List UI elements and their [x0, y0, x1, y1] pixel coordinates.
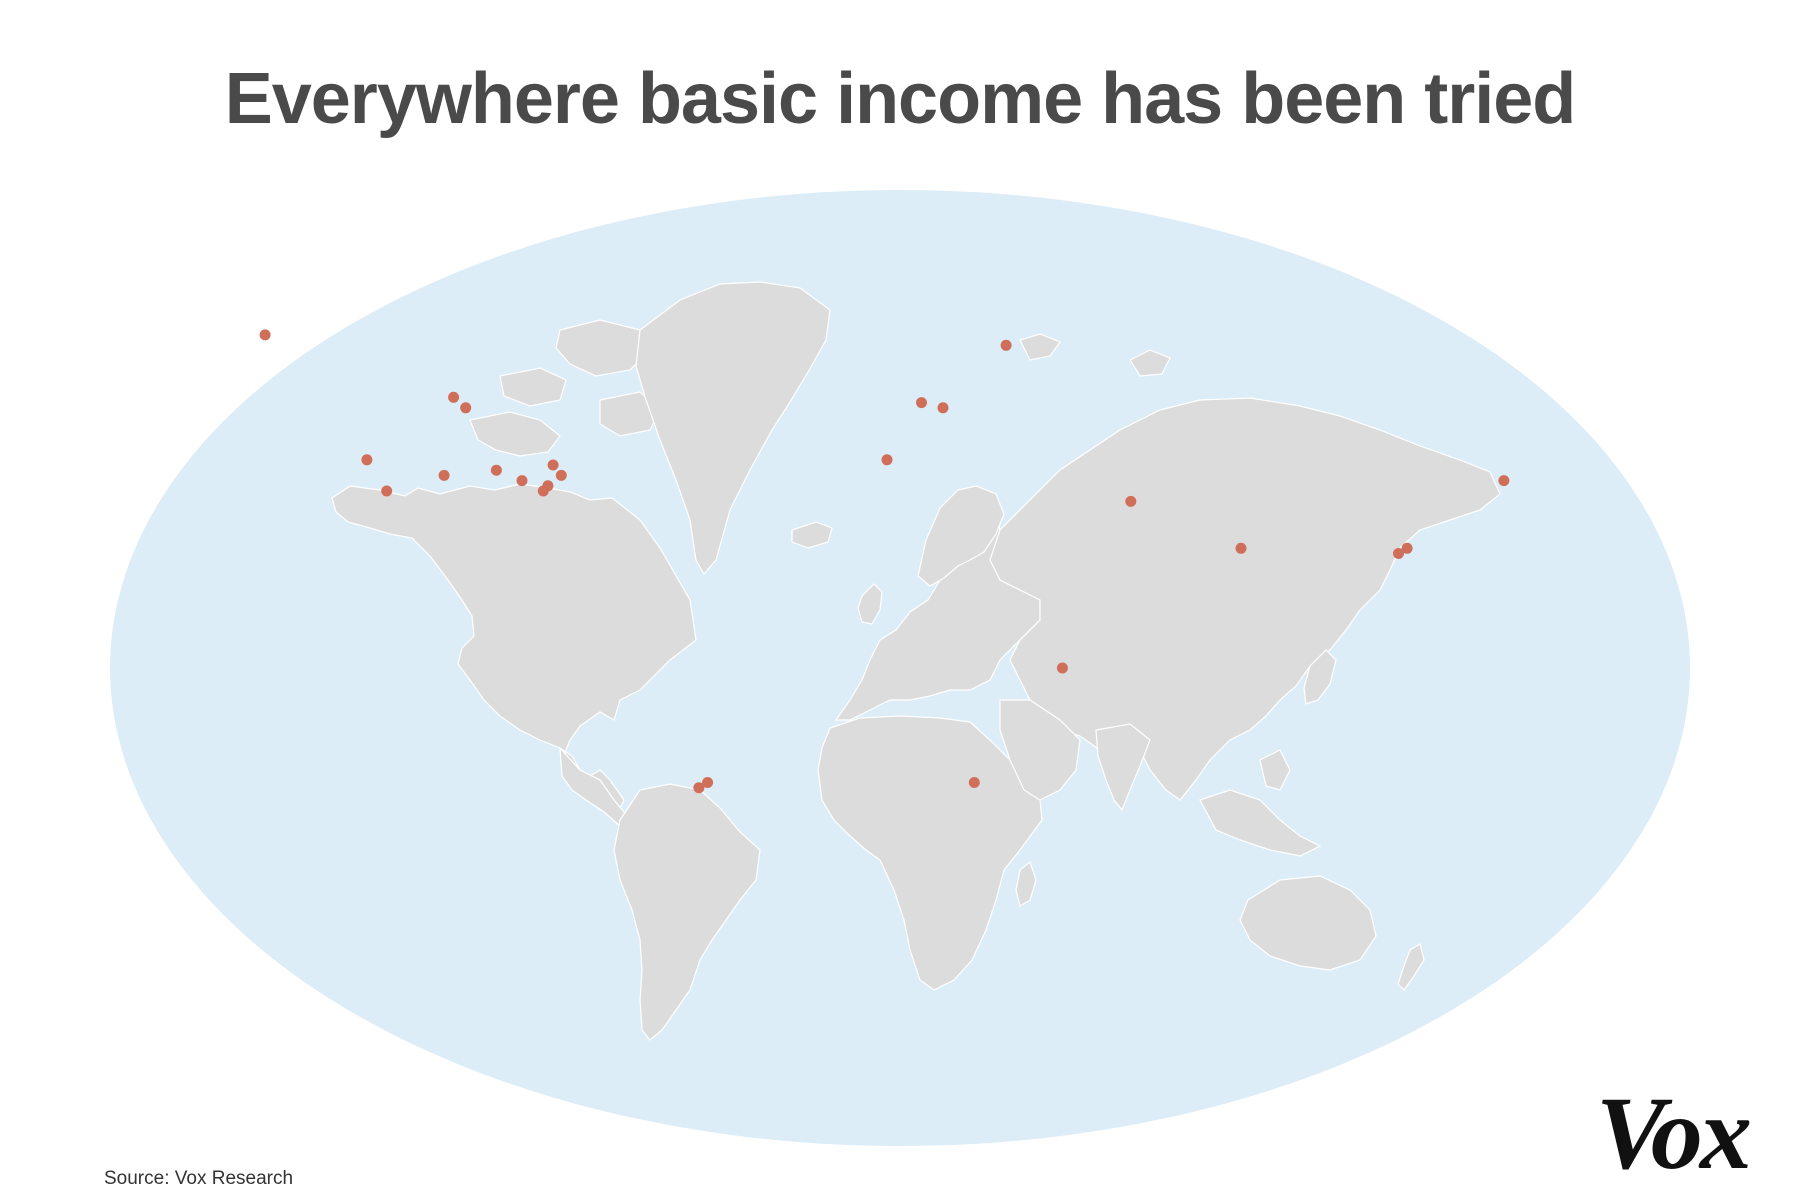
location-marker [1235, 542, 1247, 554]
location-marker [555, 469, 567, 481]
land-scandinavia [917, 485, 1005, 587]
location-marker [937, 402, 949, 414]
land-arctic-russia-islands [1019, 333, 1171, 377]
land-madagascar [1015, 860, 1037, 907]
land-africa [817, 715, 1043, 991]
land-uk [857, 583, 883, 625]
source-note: Source: Vox Research [104, 1168, 294, 1189]
location-marker [881, 454, 893, 466]
location-marker [1125, 495, 1137, 507]
location-marker [693, 782, 705, 794]
marker-layer [259, 329, 1510, 794]
land-arctic-islands [469, 319, 661, 457]
land-australia [1239, 875, 1377, 971]
location-marker [916, 397, 927, 409]
land-masses [331, 281, 1501, 1041]
location-marker [547, 459, 559, 471]
land-new-zealand [1397, 943, 1425, 991]
location-marker [259, 329, 271, 341]
location-marker [537, 485, 549, 497]
land-greenland [635, 281, 831, 576]
location-marker [361, 454, 373, 466]
land-arabia [999, 699, 1081, 801]
location-marker [1498, 475, 1510, 487]
land-south-america [613, 783, 761, 1041]
location-marker [490, 464, 502, 476]
location-marker [702, 777, 714, 788]
location-marker [381, 485, 393, 497]
land-iceland [791, 521, 833, 549]
location-marker [1401, 542, 1413, 554]
location-marker [968, 777, 980, 788]
location-marker [448, 391, 460, 403]
location-marker [438, 469, 450, 481]
vox-logo: Vox [1596, 1076, 1752, 1191]
land-india [1095, 723, 1151, 812]
map-title: Everywhere basic income has been tried [224, 59, 1577, 139]
land-japan [1303, 649, 1337, 705]
location-marker [1393, 548, 1404, 559]
location-marker [1056, 662, 1068, 674]
location-marker [516, 475, 528, 487]
location-marker [460, 402, 472, 414]
location-marker [1000, 339, 1012, 351]
land-southeast-asia [1199, 749, 1322, 857]
